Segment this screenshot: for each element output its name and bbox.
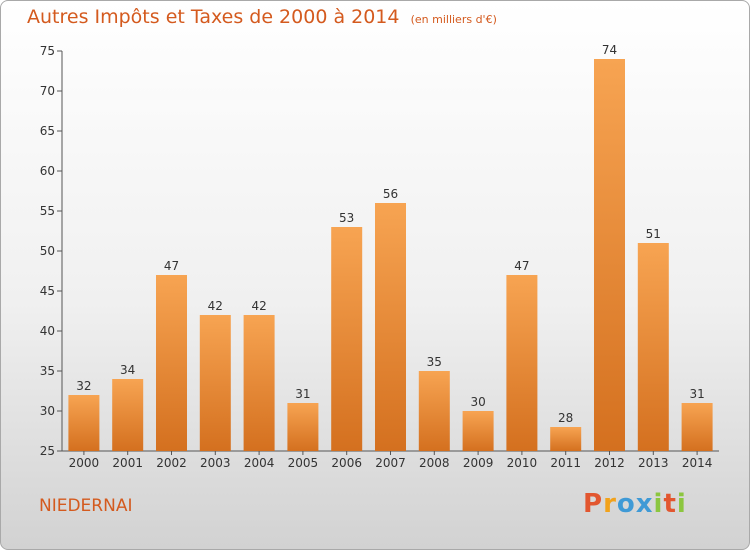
data-label: 30 <box>470 395 485 409</box>
y-tick-label: 65 <box>40 124 55 138</box>
logo-letter: t <box>663 489 677 519</box>
y-tick-label: 60 <box>40 164 55 178</box>
x-tick-label: 2000 <box>69 456 100 470</box>
y-tick-label: 30 <box>40 404 55 418</box>
y-tick-label: 40 <box>40 324 55 338</box>
y-tick-label: 70 <box>40 84 55 98</box>
y-tick-label: 75 <box>40 44 55 58</box>
data-label: 51 <box>646 227 661 241</box>
bar <box>112 379 144 451</box>
x-tick-label: 2001 <box>112 456 143 470</box>
data-label: 35 <box>427 355 442 369</box>
y-tick-label: 55 <box>40 204 55 218</box>
bar <box>156 275 187 451</box>
x-tick-label: 2011 <box>550 456 581 470</box>
data-label: 32 <box>76 379 91 393</box>
bar <box>681 403 713 451</box>
y-tick-label: 35 <box>40 364 55 378</box>
data-label: 47 <box>514 259 529 273</box>
x-tick-label: 2004 <box>244 456 275 470</box>
proxiti-logo: Proxiti <box>583 489 687 519</box>
data-label: 42 <box>251 299 266 313</box>
x-tick-label: 2007 <box>375 456 406 470</box>
x-tick-label: 2003 <box>200 456 231 470</box>
data-label: 74 <box>602 43 617 57</box>
x-tick-label: 2005 <box>288 456 319 470</box>
data-label: 31 <box>295 387 310 401</box>
data-label: 34 <box>120 363 135 377</box>
logo-letter: o <box>616 489 636 519</box>
x-tick-label: 2006 <box>331 456 362 470</box>
logo-letter: i <box>676 489 687 519</box>
x-tick-label: 2002 <box>156 456 187 470</box>
data-label: 56 <box>383 187 398 201</box>
bar <box>637 243 669 451</box>
chart-unit: (en milliers d'€) <box>410 13 497 26</box>
bar <box>243 315 275 451</box>
logo-letter: x <box>635 489 654 519</box>
data-label: 47 <box>164 259 179 273</box>
data-label: 31 <box>689 387 704 401</box>
commune-name: NIEDERNAI <box>39 496 133 516</box>
x-tick-label: 2012 <box>594 456 625 470</box>
x-tick-label: 2013 <box>638 456 669 470</box>
x-tick-label: 2008 <box>419 456 450 470</box>
bar <box>462 411 494 451</box>
chart-title-block: Autres Impôts et Taxes de 2000 à 2014 (e… <box>27 6 497 28</box>
logo-letter: i <box>653 489 664 519</box>
data-label: 42 <box>208 299 223 313</box>
logo-letter: P <box>583 489 604 519</box>
bar <box>375 203 406 451</box>
bar <box>550 427 582 451</box>
x-tick-label: 2009 <box>463 456 494 470</box>
data-label: 28 <box>558 411 573 425</box>
chart-title: Autres Impôts et Taxes de 2000 à 2014 <box>27 6 400 28</box>
x-tick-label: 2014 <box>682 456 713 470</box>
logo-letter: r <box>603 489 617 519</box>
bar <box>287 403 319 451</box>
y-tick-label: 45 <box>40 284 55 298</box>
y-tick-label: 25 <box>40 444 55 458</box>
bar <box>331 227 363 451</box>
bar <box>506 275 538 451</box>
data-label: 53 <box>339 211 354 225</box>
bar <box>199 315 231 451</box>
bar <box>594 59 625 451</box>
bar <box>68 395 100 451</box>
x-tick-label: 2010 <box>507 456 538 470</box>
bar <box>418 371 450 451</box>
y-tick-label: 50 <box>40 244 55 258</box>
